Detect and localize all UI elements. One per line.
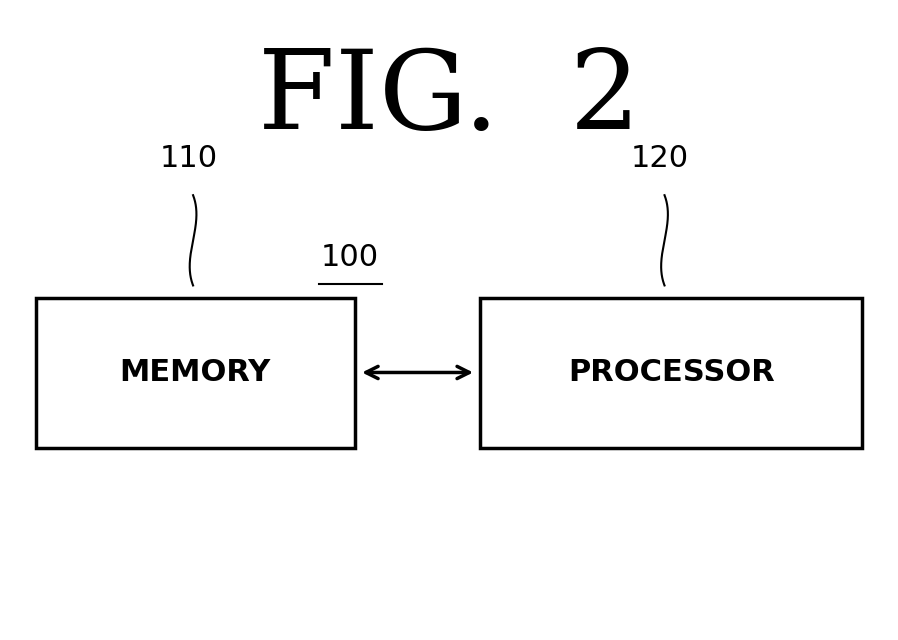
- Bar: [480, 298, 862, 448]
- Text: 120: 120: [631, 144, 689, 173]
- Bar: [36, 298, 355, 448]
- Text: FIG.  2: FIG. 2: [258, 45, 640, 152]
- Text: 110: 110: [160, 144, 217, 173]
- Text: 100: 100: [321, 243, 379, 272]
- Text: PROCESSOR: PROCESSOR: [568, 358, 775, 387]
- Text: MEMORY: MEMORY: [119, 358, 271, 387]
